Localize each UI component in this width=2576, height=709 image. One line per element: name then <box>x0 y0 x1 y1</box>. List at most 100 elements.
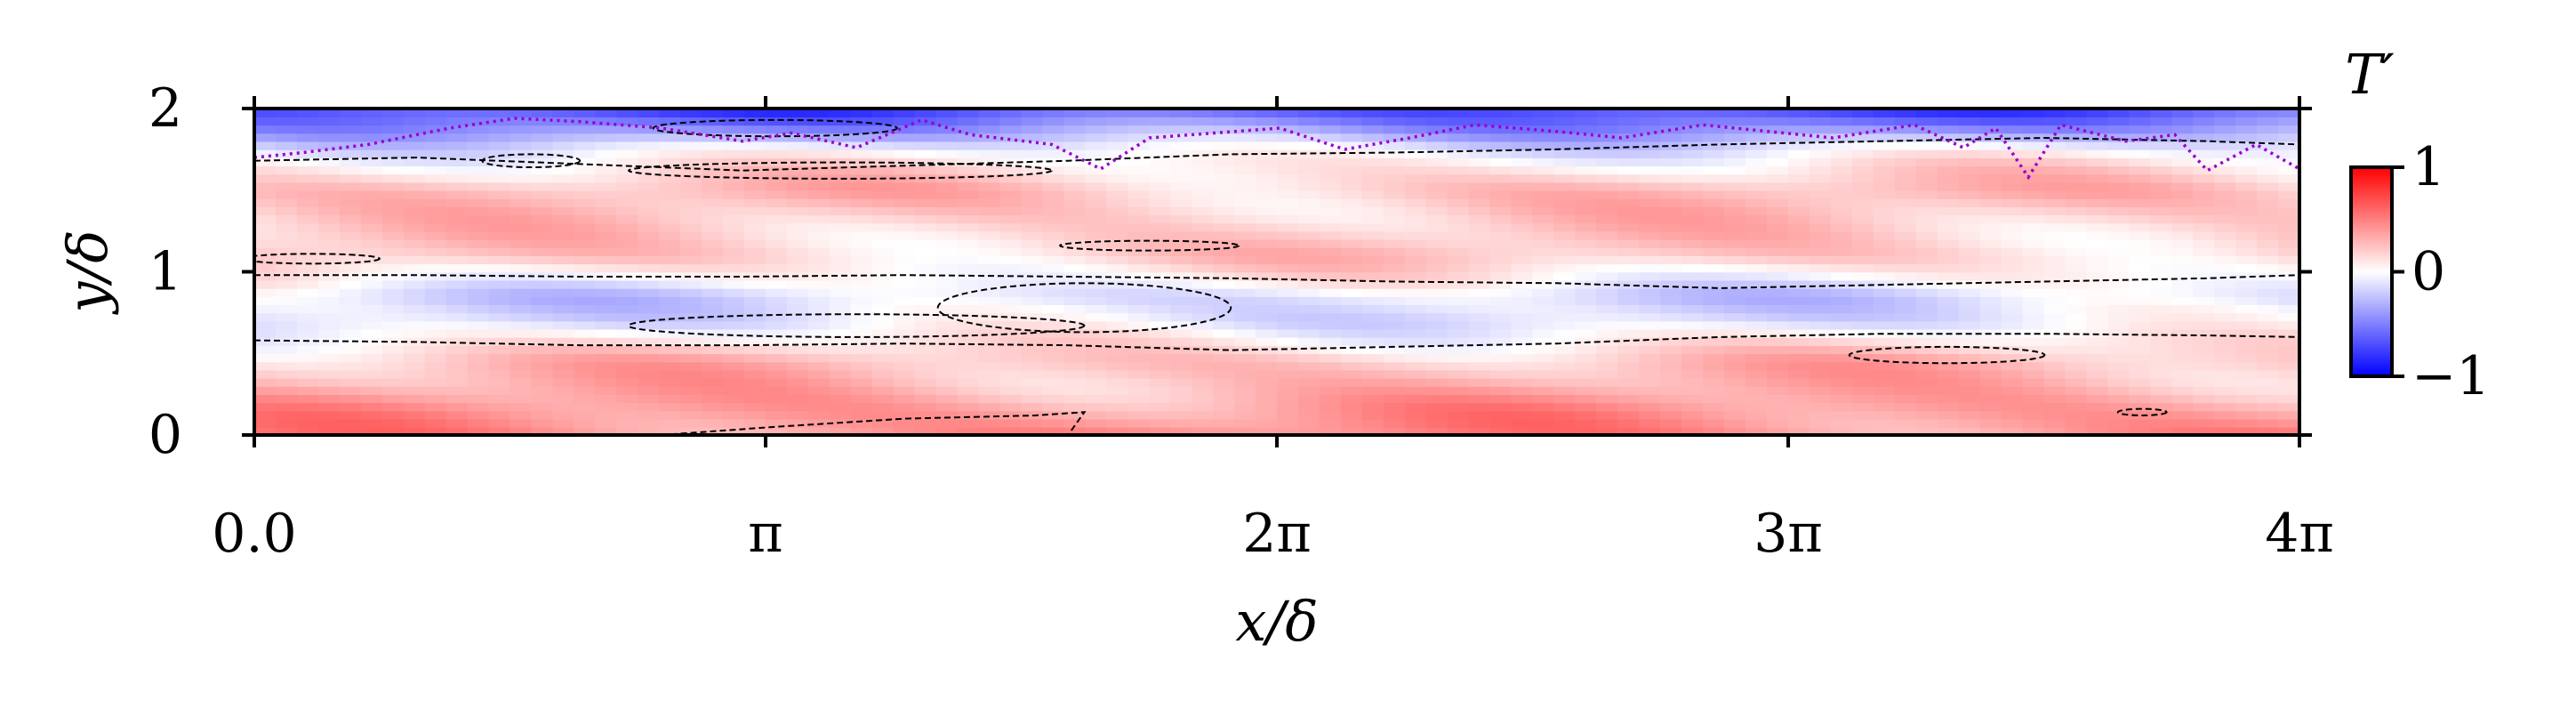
heatmap-cell <box>1468 157 1491 166</box>
heatmap-cell <box>2171 141 2195 150</box>
heatmap-cell <box>2235 238 2258 248</box>
heatmap-cell <box>2129 157 2152 166</box>
heatmap-cell <box>574 206 597 216</box>
heatmap-cell <box>1937 287 1960 297</box>
heatmap-cell <box>1425 345 1448 355</box>
heatmap-cell <box>1681 418 1704 428</box>
heatmap-cell <box>2235 385 2258 395</box>
heatmap-cell <box>1149 255 1172 265</box>
heatmap-cell <box>595 247 618 256</box>
heatmap-cell <box>317 377 341 387</box>
heatmap-cell <box>1170 109 1192 117</box>
heatmap-cell <box>1703 279 1725 289</box>
heatmap-cell <box>1106 377 1129 387</box>
heatmap-cell <box>1553 304 1577 314</box>
heatmap-cell <box>1851 109 1874 117</box>
heatmap-cell <box>1021 402 1044 412</box>
heatmap-cell <box>1319 133 1342 142</box>
heatmap-cell <box>723 328 745 338</box>
heatmap-cell <box>2065 197 2088 207</box>
heatmap-cell <box>254 361 277 371</box>
heatmap-cell <box>1042 361 1065 371</box>
heatmap-cell <box>1063 206 1087 216</box>
heatmap-cell <box>1361 214 1384 224</box>
heatmap-cell <box>339 157 362 166</box>
heatmap-cell <box>1830 247 1853 256</box>
heatmap-cell <box>1489 255 1513 265</box>
heatmap-cell <box>1021 410 1044 420</box>
heatmap-cell <box>1234 369 1256 379</box>
heatmap-cell <box>1425 238 1448 248</box>
heatmap-cell <box>2214 181 2236 191</box>
heatmap-cell <box>1639 312 1662 322</box>
heatmap-cell <box>1596 222 1619 232</box>
heatmap-cell <box>1340 230 1363 240</box>
heatmap-cell <box>680 410 702 420</box>
heatmap-cell <box>638 369 661 379</box>
heatmap-cell <box>2065 125 2088 134</box>
heatmap-cell <box>1894 361 1917 371</box>
heatmap-cell <box>2235 402 2258 412</box>
heatmap-cell <box>2129 133 2152 142</box>
heatmap-cell <box>807 247 831 256</box>
heatmap-cell <box>744 287 766 297</box>
heatmap-cell <box>1767 263 1789 273</box>
heatmap-cell <box>616 336 639 346</box>
heatmap-cell <box>1149 197 1172 207</box>
heatmap-cell <box>616 117 639 126</box>
heatmap-cell <box>1575 206 1598 216</box>
heatmap-cell <box>680 263 702 273</box>
contour-loop <box>652 118 898 138</box>
heatmap-cell <box>1319 304 1342 314</box>
heatmap-cell <box>787 296 809 305</box>
heatmap-cell <box>1575 296 1598 305</box>
heatmap-cell <box>957 328 980 338</box>
heatmap-cell <box>1298 255 1320 265</box>
heatmap-cell <box>531 320 554 330</box>
heatmap-cell <box>1063 157 1087 166</box>
heatmap-cell <box>829 426 852 435</box>
heatmap-cell <box>445 385 469 395</box>
heatmap-cell <box>2022 206 2045 216</box>
heatmap-cell <box>723 287 745 297</box>
heatmap-cell <box>1425 141 1448 150</box>
heatmap-cell <box>659 328 681 338</box>
heatmap-cell <box>1532 181 1555 191</box>
heatmap-cell <box>1063 320 1087 330</box>
heatmap-cell <box>999 109 1023 117</box>
heatmap-cell <box>254 394 277 404</box>
heatmap-cell <box>1660 402 1683 412</box>
heatmap-cell <box>914 394 937 404</box>
heatmap-cell <box>403 410 426 420</box>
heatmap-cell <box>2086 181 2109 191</box>
heatmap-cell <box>999 189 1023 199</box>
heatmap-cell <box>1404 312 1427 322</box>
heatmap-cell <box>1319 157 1342 166</box>
heatmap-cell <box>531 418 554 428</box>
heatmap-cell <box>1404 426 1427 435</box>
heatmap-cell <box>1489 394 1513 404</box>
heatmap-cell <box>1873 230 1896 240</box>
heatmap-cell <box>1979 263 2002 273</box>
heatmap-cell <box>2107 255 2131 265</box>
heatmap-cell <box>914 296 937 305</box>
heatmap-cell <box>1639 165 1662 175</box>
heatmap-cell <box>510 361 533 371</box>
heatmap-cell <box>1256 181 1278 191</box>
heatmap-cell <box>1425 418 1448 428</box>
heatmap-cell <box>1447 394 1470 404</box>
heatmap-cell <box>1958 238 1981 248</box>
heatmap-cell <box>488 173 511 183</box>
heatmap-cell <box>1767 385 1789 395</box>
heatmap-cell <box>552 304 575 314</box>
heatmap-cell <box>1660 125 1683 134</box>
heatmap-cell <box>2257 312 2279 322</box>
heatmap-cell <box>317 247 341 256</box>
heatmap-cell <box>1425 197 1448 207</box>
heatmap-cell <box>807 353 831 363</box>
heatmap-cell <box>2278 230 2299 240</box>
heatmap-cell <box>766 117 788 126</box>
heatmap-cell <box>1511 197 1534 207</box>
heatmap-cell <box>2001 361 2024 371</box>
heatmap-cell <box>1489 125 1513 134</box>
